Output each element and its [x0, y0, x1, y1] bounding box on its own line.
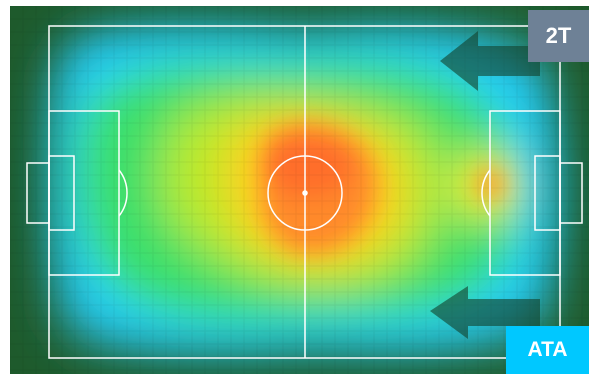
position-badge: ATA — [506, 326, 589, 374]
right-goal — [559, 162, 583, 224]
heatmap-graphic — [10, 6, 589, 374]
half-badge: 2T — [528, 10, 589, 62]
center-circle — [267, 155, 343, 231]
right-penalty-arc — [481, 169, 491, 217]
left-goal — [26, 162, 50, 224]
pitch-heatmap: 2T ATA — [10, 6, 589, 374]
left-penalty-arc — [118, 169, 128, 217]
pitch-lines — [26, 25, 583, 359]
arrow-right-icon — [430, 31, 540, 339]
center-spot — [302, 190, 308, 196]
